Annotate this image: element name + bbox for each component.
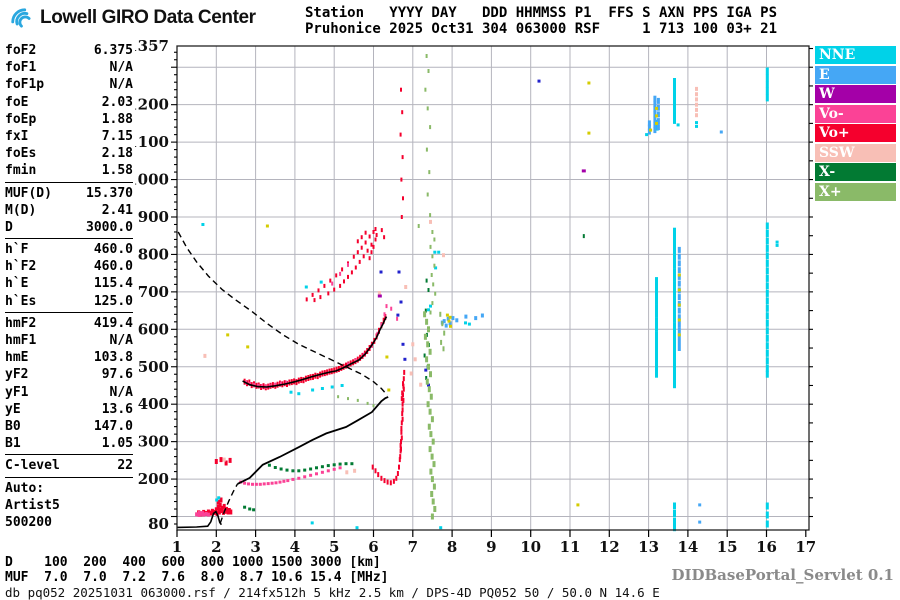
svg-text:900: 900 bbox=[138, 208, 169, 226]
parameter-panel: foF2 6.375 foF1 N/A foF1p N/A foE 2.03 foEp 1… bbox=[5, 42, 133, 531]
svg-text:12: 12 bbox=[599, 538, 620, 555]
muf-table: D 100 200 400 600 800 1000 1500 3000 [km… bbox=[5, 555, 389, 585]
svg-text:80: 80 bbox=[148, 515, 169, 533]
legend-item-e: E bbox=[815, 65, 896, 84]
legend-item-vo-plus: Vo+ bbox=[815, 124, 896, 142]
svg-text:11: 11 bbox=[560, 538, 581, 555]
svg-text:5: 5 bbox=[329, 538, 339, 555]
svg-text:600: 600 bbox=[138, 320, 169, 338]
muf-table-distance-row: D 100 200 400 600 800 1000 1500 3000 [km… bbox=[5, 555, 381, 570]
param-row-MD: M(D) 2.41 bbox=[5, 202, 133, 218]
auto-label: Auto: bbox=[5, 480, 45, 496]
param-row-yF1: yF1 N/A bbox=[5, 384, 133, 400]
param-row-foF1: foF1 N/A bbox=[5, 60, 133, 76]
svg-text:200: 200 bbox=[138, 470, 169, 488]
svg-text:1: 1 bbox=[172, 538, 182, 555]
param-row-hEs: h`Es 125.0 bbox=[5, 293, 133, 309]
svg-text:15: 15 bbox=[717, 538, 738, 555]
autoscaler-version: 500200 bbox=[5, 514, 52, 530]
param-row-fxI: fxI 7.15 bbox=[5, 128, 133, 144]
svg-text:8: 8 bbox=[447, 538, 457, 555]
legend-item-ssw: SSW bbox=[815, 143, 896, 162]
param-row-foEp: foEp 1.88 bbox=[5, 111, 133, 127]
legend-item-x-plus: X+ bbox=[815, 182, 896, 201]
param-row-MUFD: MUF(D) 15.370 bbox=[5, 185, 133, 201]
svg-text:800: 800 bbox=[138, 245, 169, 263]
svg-text:6: 6 bbox=[368, 538, 378, 555]
param-row-hmF2: hmF2 419.4 bbox=[5, 315, 133, 331]
divider bbox=[5, 311, 133, 313]
param-row-c-level: C-level 22 bbox=[5, 458, 133, 474]
param-row-foF1p: foF1p N/A bbox=[5, 77, 133, 93]
ionogram-plot-area: 1357120011001000900800700600500400300200… bbox=[127, 37, 825, 556]
divider bbox=[5, 238, 133, 240]
param-row-B1: B1 1.05 bbox=[5, 436, 133, 452]
param-row-foF2: foF2 6.375 bbox=[5, 43, 133, 58]
svg-text:14: 14 bbox=[677, 538, 698, 555]
divider bbox=[5, 454, 133, 456]
param-row-yE: yE 13.6 bbox=[5, 401, 133, 417]
direction-legend: NNE E W Vo- Vo+ SSW X- X+ bbox=[815, 46, 896, 202]
svg-text:17: 17 bbox=[795, 538, 816, 555]
giro-logo: Lowell GIRO Data Center bbox=[8, 6, 256, 30]
station-header-row: Station YYYY DAY DDD HHMMSS P1 FFS S AXN… bbox=[305, 5, 778, 21]
svg-text:4: 4 bbox=[290, 538, 300, 555]
svg-text:500: 500 bbox=[138, 358, 169, 376]
divider bbox=[5, 181, 133, 183]
servlet-version-label: DIDBasePortal_Servlet 0.1 bbox=[671, 566, 894, 584]
legend-item-nne: NNE bbox=[815, 46, 896, 64]
param-row-yF2: yF2 97.6 bbox=[5, 367, 133, 383]
param-row-hF2: h`F2 460.0 bbox=[5, 259, 133, 275]
station-values-row: Pruhonice 2025 Oct31 304 063000 RSF 1 71… bbox=[305, 21, 778, 37]
param-row-hmF1: hmF1 N/A bbox=[5, 333, 133, 348]
svg-text:10: 10 bbox=[520, 538, 541, 555]
svg-text:2: 2 bbox=[211, 538, 221, 555]
giro-wave-icon bbox=[11, 8, 31, 28]
param-row-hF: h`F 460.0 bbox=[5, 242, 133, 258]
svg-text:7: 7 bbox=[408, 538, 418, 555]
legend-item-vo-minus: Vo- bbox=[815, 104, 896, 123]
status-line: db pq052 20251031 063000.rsf / 214fx512h… bbox=[5, 585, 660, 600]
param-row-fmin: fmin 1.58 bbox=[5, 163, 133, 179]
autoscaler-name: Artist5 bbox=[5, 497, 60, 513]
svg-text:700: 700 bbox=[138, 283, 169, 301]
ionogram-plot: 1357120011001000900800700600500400300200… bbox=[127, 37, 816, 556]
svg-text:300: 300 bbox=[138, 433, 169, 451]
param-row-B0: B0 147.0 bbox=[5, 418, 133, 434]
svg-text:1357: 1357 bbox=[135, 40, 169, 55]
svg-text:16: 16 bbox=[756, 538, 777, 555]
svg-text:400: 400 bbox=[138, 395, 169, 413]
param-row-foE: foE 2.03 bbox=[5, 94, 133, 110]
param-row-hmE: hmE 103.8 bbox=[5, 350, 133, 366]
legend-item-w: W bbox=[815, 85, 896, 103]
svg-text:9: 9 bbox=[486, 538, 496, 555]
logo-text: Lowell GIRO Data Center bbox=[40, 7, 256, 28]
svg-text:13: 13 bbox=[638, 538, 659, 555]
param-row-D: D 3000.0 bbox=[5, 219, 133, 235]
muf-table-frequency-row: MUF 7.0 7.0 7.2 7.6 8.0 8.7 10.6 15.4 [M… bbox=[5, 569, 389, 585]
param-row-foEs: foEs 2.18 bbox=[5, 146, 133, 162]
divider bbox=[5, 476, 133, 478]
svg-text:1000: 1000 bbox=[135, 171, 169, 189]
svg-text:1200: 1200 bbox=[135, 96, 169, 114]
svg-text:3: 3 bbox=[250, 538, 260, 555]
station-header: Station YYYY DAY DDD HHMMSS P1 FFS S AXN… bbox=[305, 5, 777, 37]
param-row-hE: h`E 115.4 bbox=[5, 276, 133, 292]
svg-text:1100: 1100 bbox=[135, 133, 169, 151]
legend-item-x-minus: X- bbox=[815, 163, 896, 181]
